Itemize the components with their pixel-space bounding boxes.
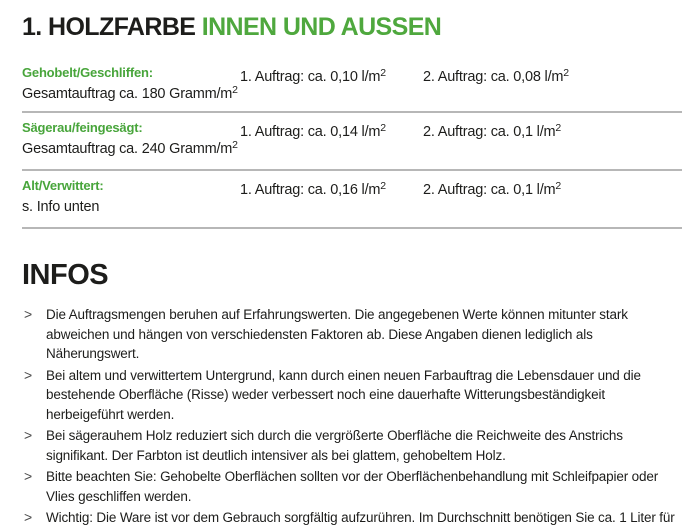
superscript: 2	[380, 180, 386, 192]
table-row-saegerau: Sägerau/feingesägt: Gesamtauftrag ca. 24…	[22, 113, 682, 171]
list-item-text: Die Auftragsmengen beruhen auf Erfahrung…	[46, 307, 628, 361]
list-item-text: Bei altem und verwittertem Untergrund, k…	[46, 367, 641, 422]
table-row-alt-verwittert: Alt/Verwittert: s. Info unten 1. Auftrag…	[22, 171, 682, 229]
coat2-cell: 2. Auftrag: ca. 0,08 l/m2	[423, 67, 569, 85]
surface-detail: s. Info unten	[22, 199, 100, 215]
chevron-bullet-icon: >	[24, 468, 33, 484]
superscript: 2	[232, 84, 238, 96]
coat1-cell: 1. Auftrag: ca. 0,16 l/m2	[240, 180, 386, 198]
superscript: 2	[555, 180, 562, 192]
chevron-bullet-icon: >	[24, 427, 33, 443]
page-title-green: INNEN UND AUSSEN	[195, 13, 442, 41]
table-row-gehobelt: Gehobelt/Geschliffen: Gesamtauftrag ca. …	[22, 58, 682, 113]
infos-list: > Die Auftragsmengen beruhen auf Erfahru…	[22, 305, 684, 525]
surface-cell: Gehobelt/Geschliffen: Gesamtauftrag ca. …	[22, 65, 240, 102]
superscript: 2	[380, 122, 386, 134]
coat1-cell: 1. Auftrag: ca. 0,14 l/m2	[240, 122, 386, 140]
page-title: 1. HOLZFARBE INNEN UND AUSSEN	[22, 13, 680, 42]
page-title-black: 1. HOLZFARBE	[22, 13, 196, 41]
surface-detail: Gesamtauftrag ca. 240 Gramm/m2	[22, 139, 238, 157]
surface-cell: Alt/Verwittert: s. Info unten	[22, 178, 240, 218]
coat1-cell: 1. Auftrag: ca. 0,10 l/m2	[240, 67, 386, 85]
list-item: > Die Auftragsmengen beruhen auf Erfahru…	[22, 305, 684, 364]
superscript: 2	[232, 139, 238, 151]
infos-heading: INFOS	[22, 259, 109, 291]
list-item: > Wichtig: Die Ware ist vor dem Gebrauch…	[22, 508, 684, 525]
list-item-text: Bei sägerauhem Holz reduziert sich durch…	[46, 428, 623, 463]
coat2-cell: 2. Auftrag: ca. 0,1 l/m2	[423, 180, 562, 198]
dosage-table: Gehobelt/Geschliffen: Gesamtauftrag ca. …	[22, 58, 682, 229]
chevron-bullet-icon: >	[24, 366, 33, 383]
list-item-text: Wichtig: Die Ware ist vor dem Gebrauch s…	[46, 510, 675, 525]
chevron-bullet-icon: >	[24, 509, 33, 525]
list-item-text: Bitte beachten Sie: Gehobelte Oberfläche…	[46, 469, 659, 504]
superscript: 2	[563, 67, 569, 79]
surface-label: Gehobelt/Geschliffen:	[22, 65, 153, 80]
chevron-bullet-icon: >	[24, 306, 33, 322]
surface-label: Sägerau/feingesägt:	[22, 120, 143, 135]
list-item: > Bei altem und verwittertem Untergrund,…	[22, 366, 684, 425]
surface-label: Alt/Verwittert:	[22, 178, 104, 193]
surface-cell: Sägerau/feingesägt: Gesamtauftrag ca. 24…	[22, 120, 240, 160]
surface-detail: Gesamtauftrag ca. 180 Gramm/m2	[22, 84, 238, 102]
list-item: > Bitte beachten Sie: Gehobelte Oberfläc…	[22, 467, 684, 506]
superscript: 2	[555, 122, 562, 134]
coat2-cell: 2. Auftrag: ca. 0,1 l/m2	[423, 122, 562, 140]
superscript: 2	[380, 67, 386, 79]
list-item: > Bei sägerauhem Holz reduziert sich dur…	[22, 426, 684, 465]
